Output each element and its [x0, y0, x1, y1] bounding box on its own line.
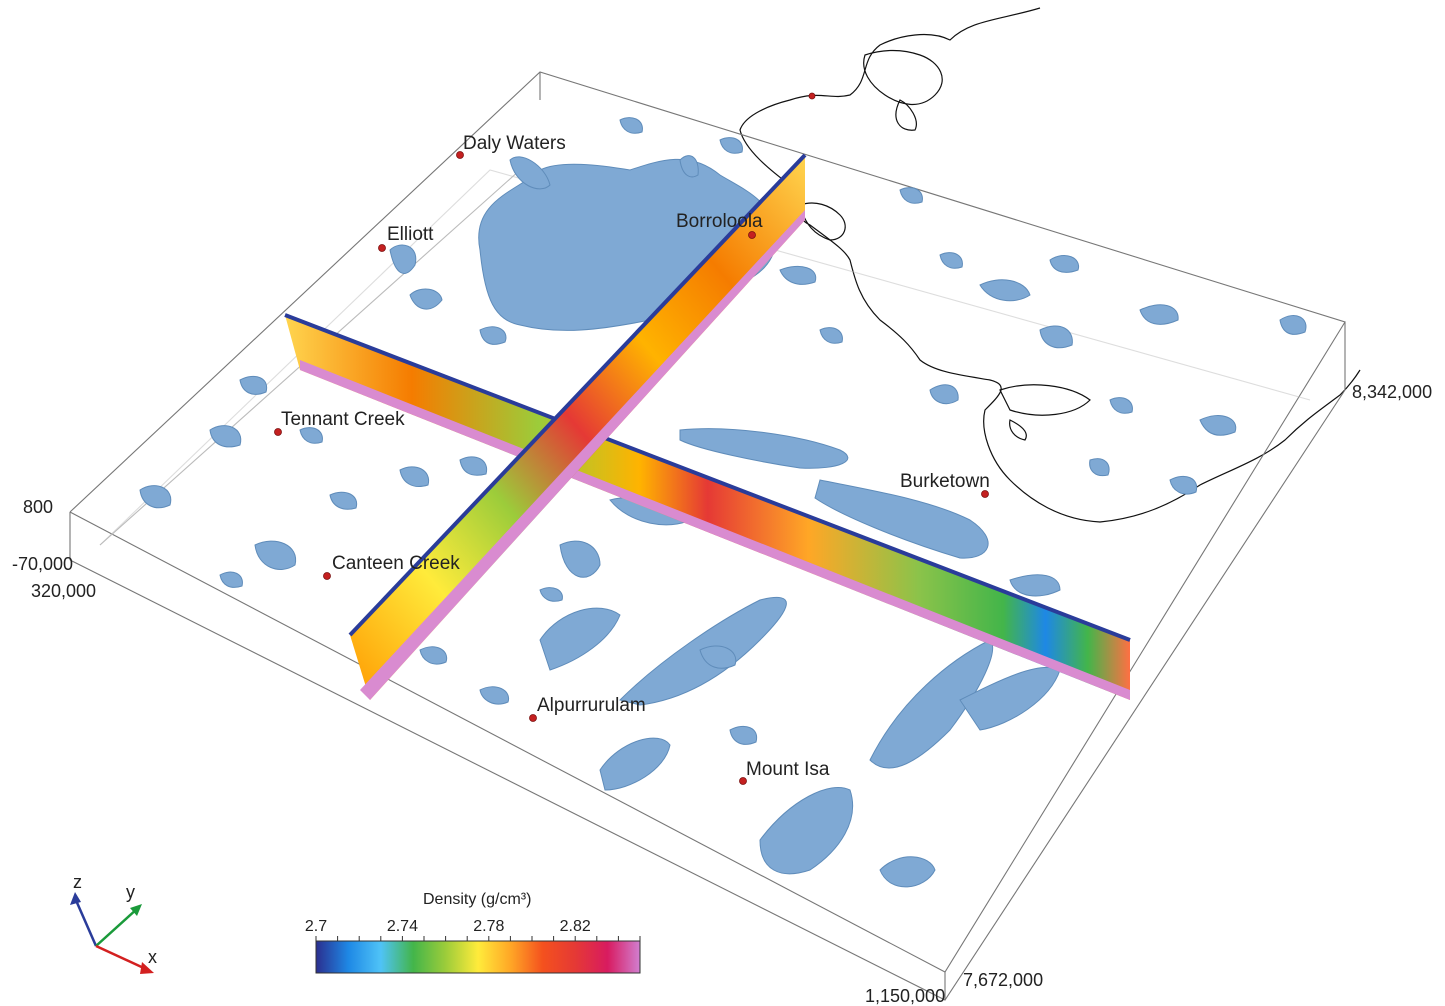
- town-labels: Daly Waters Elliott Borroloola Tennant C…: [281, 133, 990, 780]
- density-colorbar: Density (g/cm³) 2.7 2.74 2.78 2.82: [305, 891, 641, 974]
- axis-triad: z y x: [70, 872, 157, 974]
- town-label-tennant-creek: Tennant Creek: [281, 409, 405, 430]
- colorbar-ticks: 2.7 2.74 2.78 2.82: [305, 918, 641, 941]
- x-min-label: 320,000: [31, 581, 96, 601]
- town-marker-coast: [808, 92, 816, 100]
- colorbar-title: Density (g/cm³): [423, 891, 531, 908]
- axis-value-labels: 800 -70,000 320,000 1,150,000 7,672,000 …: [12, 382, 1432, 1006]
- y-max-label: 8,342,000: [1352, 382, 1432, 402]
- town-label-mount-isa: Mount Isa: [746, 759, 830, 780]
- colorbar-tick-label: 2.82: [560, 918, 591, 935]
- town-label-burketown: Burketown: [900, 471, 990, 492]
- town-marker-elliott: [378, 244, 386, 252]
- town-label-alpurrurulam: Alpurrurulam: [537, 695, 646, 716]
- triad-x-label: x: [148, 947, 157, 967]
- town-marker-mount-isa: [739, 777, 747, 785]
- density-cross-section-ew: [284, 313, 1131, 700]
- colorbar-tick-label: 2.78: [473, 918, 504, 935]
- town-marker-canteen-creek: [323, 572, 331, 580]
- town-markers: [274, 92, 989, 785]
- y-min-label: 7,672,000: [963, 970, 1043, 990]
- town-label-elliott: Elliott: [387, 224, 434, 245]
- density-isosurfaces: [139, 117, 1307, 888]
- town-marker-alpurrurulam: [529, 714, 537, 722]
- triad-z-label: z: [73, 872, 82, 892]
- town-marker-tennant-creek: [274, 428, 282, 436]
- density-cross-section-ns: [348, 153, 807, 700]
- town-label-canteen-creek: Canteen Creek: [332, 553, 460, 574]
- town-label-daly-waters: Daly Waters: [463, 133, 566, 154]
- triad-y-label: y: [126, 882, 135, 902]
- x-max-label: 1,150,000: [865, 986, 945, 1006]
- town-marker-daly-waters: [456, 151, 464, 159]
- town-label-borroloola: Borroloola: [676, 211, 763, 232]
- z-bottom-label: -70,000: [12, 554, 73, 574]
- town-marker-borroloola: [748, 231, 756, 239]
- colorbar-tick-label: 2.7: [305, 918, 327, 935]
- colorbar-ramp: [315, 940, 641, 974]
- colorbar-tick-label: 2.74: [387, 918, 418, 935]
- town-marker-burketown: [981, 490, 989, 498]
- coastline: [739, 7, 1361, 523]
- z-top-label: 800: [23, 497, 53, 517]
